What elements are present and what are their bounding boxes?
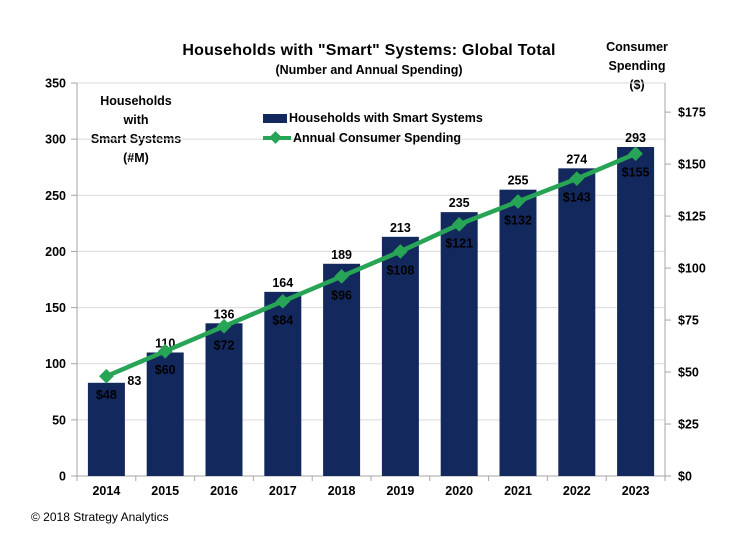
bar-swatch-icon xyxy=(263,113,287,123)
spending-value-label: $121 xyxy=(445,236,473,250)
right-axis-tick-label: $50 xyxy=(678,366,699,380)
bar-value-label: 164 xyxy=(272,276,293,290)
line-marker-2015 xyxy=(157,343,173,359)
legend-item-spending: Annual Consumer Spending xyxy=(263,128,483,148)
left-axis-tick-label: 100 xyxy=(45,357,66,371)
right-axis-tick-label: $100 xyxy=(678,262,706,276)
legend-label-spending: Annual Consumer Spending xyxy=(293,131,462,145)
line-marker-2023 xyxy=(628,146,643,162)
legend-label-households: Households with Smart Systems xyxy=(289,111,483,125)
spending-line xyxy=(105,151,637,379)
bar-value-label: 293 xyxy=(625,131,646,145)
x-axis-category-label: 2019 xyxy=(386,484,414,498)
x-axis-category-label: 2023 xyxy=(622,484,650,498)
left-axis-tick-label: 200 xyxy=(45,245,66,259)
chart-title: Households with "Smart" Systems: Global … xyxy=(182,42,556,59)
copyright-note: © 2018 Strategy Analytics xyxy=(31,510,169,524)
bar-value-label: 213 xyxy=(390,221,411,235)
line-diamond-swatch-icon xyxy=(263,131,291,144)
bar-value-label: 255 xyxy=(508,174,529,188)
bar-value-label: 189 xyxy=(331,248,352,262)
spending-value-label: $96 xyxy=(331,288,352,302)
right-axis-tick-label: $125 xyxy=(678,210,706,224)
left-axis-tick-label: 50 xyxy=(52,413,66,427)
legend-item-households: Households with Smart Systems xyxy=(263,108,483,128)
spending-value-label: $143 xyxy=(563,191,591,205)
right-axis-tick-label: $0 xyxy=(678,470,692,484)
bar-2020 xyxy=(440,212,478,476)
spending-value-label: $155 xyxy=(622,166,650,180)
right-axis-tick-label: $75 xyxy=(678,314,699,328)
bar-value-label: 274 xyxy=(566,152,587,166)
spending-value-label: $72 xyxy=(214,338,235,352)
line-marker-2021 xyxy=(510,194,526,209)
right-axis-tick-label: $25 xyxy=(678,418,699,432)
spending-value-label: $132 xyxy=(504,214,532,228)
x-axis-category-label: 2014 xyxy=(92,484,120,498)
right-axis-tick-label: $150 xyxy=(678,158,706,172)
chart-subtitle: (Number and Annual Spending) xyxy=(275,63,463,77)
bar-value-label: 136 xyxy=(214,307,235,321)
right-axis-title: Consumer Spending ($) xyxy=(606,40,668,92)
bar-2019 xyxy=(381,236,419,476)
bar-2023 xyxy=(617,147,655,476)
left-axis-tick-label: 250 xyxy=(45,189,66,203)
left-axis-tick-label: 0 xyxy=(59,470,66,484)
left-axis-tick-label: 300 xyxy=(45,133,66,147)
line-marker-2018 xyxy=(334,269,349,284)
x-axis-category-label: 2015 xyxy=(151,484,179,498)
spending-value-label: $60 xyxy=(155,363,176,377)
bar-2022 xyxy=(558,168,596,476)
spending-value-label: $48 xyxy=(96,388,117,402)
bar-2014 xyxy=(87,382,125,476)
x-axis-category-label: 2017 xyxy=(269,484,297,498)
bar-2016 xyxy=(205,323,243,476)
x-axis-category-label: 2020 xyxy=(445,484,473,498)
legend: Households with Smart Systems Annual Con… xyxy=(263,108,483,148)
line-marker-2017 xyxy=(275,293,291,309)
x-axis-category-label: 2021 xyxy=(504,484,532,498)
x-axis-category-label: 2022 xyxy=(563,484,591,498)
line-marker-2016 xyxy=(216,318,232,334)
right-axis-tick-label: $175 xyxy=(678,106,706,120)
spending-value-label: $84 xyxy=(272,313,293,327)
bar-value-label: 83 xyxy=(127,374,141,388)
left-axis-tick-label: 150 xyxy=(45,301,66,315)
line-marker-2019 xyxy=(393,244,408,259)
line-marker-2022 xyxy=(569,171,585,187)
bar-2015 xyxy=(146,352,184,476)
x-axis-category-label: 2016 xyxy=(210,484,238,498)
bar-value-label: 235 xyxy=(449,196,470,210)
left-axis-tick-label: 350 xyxy=(45,77,66,91)
bar-2017 xyxy=(264,291,302,476)
line-marker-2020 xyxy=(451,217,467,232)
bar-2018 xyxy=(323,263,361,476)
line-marker-2014 xyxy=(99,368,114,384)
bar-2021 xyxy=(499,189,537,476)
x-axis-category-label: 2018 xyxy=(328,484,356,498)
spending-value-label: $108 xyxy=(386,263,414,277)
